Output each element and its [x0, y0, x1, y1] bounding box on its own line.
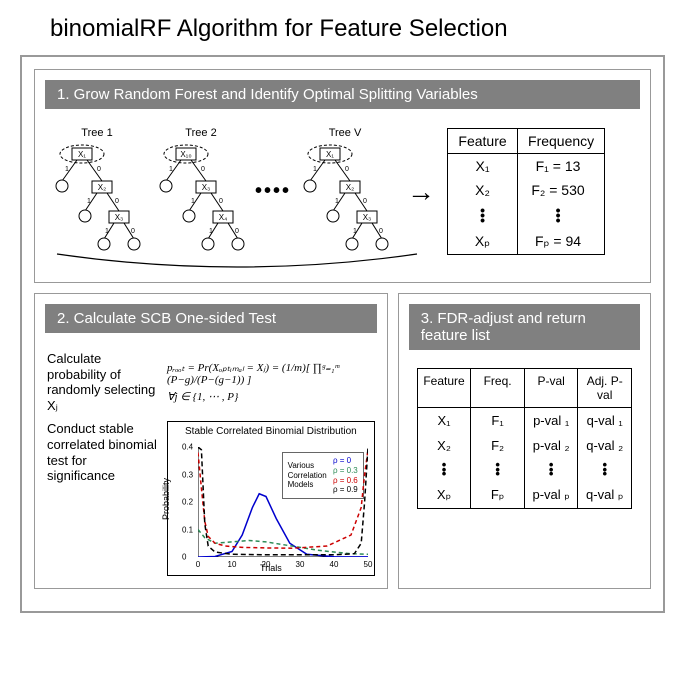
svg-text:1: 1 [313, 166, 317, 173]
panel-2-header: 2. Calculate SCB One-sided Test [45, 304, 377, 333]
ytick: 0.2 [182, 498, 193, 507]
table-cell: Xₚ [448, 229, 518, 254]
svg-text:X₁: X₁ [326, 150, 334, 159]
table-cell: X₁ [448, 154, 518, 178]
svg-text:X₃: X₃ [363, 213, 372, 222]
vdots-icon: ••• [578, 458, 631, 482]
tree: Tree 1 X₁ 1 0 X₂ 1 0 X₃ 1 0 [47, 127, 147, 256]
feature-freq-table: Feature Frequency X₁ F₁ = 13 X₂ F₂ = 530… [447, 128, 605, 255]
scb-chart: Stable Correlated Binomial Distribution … [167, 421, 375, 576]
vdots-icon: ••• [518, 202, 598, 229]
xtick: 10 [228, 560, 237, 569]
svg-text:1: 1 [169, 166, 173, 173]
table-header: Frequency [518, 129, 604, 153]
svg-text:0: 0 [131, 228, 135, 235]
panel-1: 1. Grow Random Forest and Identify Optim… [34, 69, 651, 283]
vdots-icon: ••• [471, 458, 525, 482]
table-cell: q-val ₚ [578, 482, 631, 508]
table-header: P-val [525, 369, 579, 407]
svg-text:0: 0 [97, 166, 101, 173]
table-cell: F₁ = 13 [518, 154, 598, 178]
xtick: 0 [196, 560, 200, 569]
table-cell: Fₚ = 94 [518, 229, 598, 254]
panel-2-text-1: Calculate probability of randomly select… [47, 351, 157, 413]
table-header: Feature [418, 369, 472, 407]
svg-text:1: 1 [353, 228, 357, 235]
vdots-icon: ••• [525, 458, 579, 482]
chart-title: Stable Correlated Binomial Distribution [168, 426, 374, 437]
svg-text:0: 0 [115, 198, 119, 205]
arrow-icon: → [407, 176, 435, 208]
svg-text:X₂: X₂ [98, 183, 106, 192]
table-header: Feature [448, 129, 518, 153]
table-header: Freq. [471, 369, 525, 407]
ytick: 0.4 [182, 443, 193, 452]
table-cell: p-val ₂ [525, 433, 579, 458]
table-cell: Xₚ [418, 482, 472, 508]
table-cell: X₂ [448, 178, 518, 202]
table-cell: p-val ₁ [525, 408, 579, 433]
svg-text:1: 1 [335, 198, 339, 205]
svg-text:X₃: X₃ [115, 213, 124, 222]
svg-text:0: 0 [219, 198, 223, 205]
panel-1-header: 1. Grow Random Forest and Identify Optim… [45, 80, 640, 109]
svg-text:0: 0 [363, 198, 367, 205]
svg-text:X₃: X₃ [202, 183, 211, 192]
xtick: 50 [364, 560, 373, 569]
table-cell: Fₚ [471, 482, 525, 508]
tree-label: Tree 2 [185, 127, 216, 139]
page-title: binomialRF Algorithm for Feature Selecti… [50, 15, 665, 43]
tree-label: Tree 1 [81, 127, 112, 139]
svg-text:1: 1 [191, 198, 195, 205]
dots-icon: •••• [255, 180, 291, 203]
tree: Tree 2 X₁₀ 1 0 X₃ 1 0 X₄ 1 0 [151, 127, 251, 256]
tree: Tree V X₁ 1 0 X₂ 1 0 X₃ 1 0 [295, 127, 395, 256]
svg-text:1: 1 [209, 228, 213, 235]
panel-3: 3. FDR-adjust and return feature list Fe… [398, 293, 651, 589]
svg-text:1: 1 [105, 228, 109, 235]
formula-1: pᵣₒₒₜ = Pr(Xₒₚₜᵢₘₐₗ = Xⱼ) = (1/m)[ ∏ᵍ₌₁ᵐ… [167, 361, 375, 386]
tree-label: Tree V [329, 127, 362, 139]
vdots-icon: ••• [448, 202, 518, 229]
ytick: 0 [182, 553, 186, 562]
table-cell: X₁ [418, 408, 472, 433]
formula-2: ∀j ∈ {1, ⋯ , P} [167, 390, 375, 403]
svg-text:0: 0 [345, 166, 349, 173]
svg-text:X₁₀: X₁₀ [180, 150, 191, 159]
xtick: 20 [262, 560, 271, 569]
table-cell: X₂ [418, 433, 472, 458]
table-cell: F₁ [471, 408, 525, 433]
table-cell: p-val ₚ [525, 482, 579, 508]
fdr-table: FeatureFreq.P-valAdj. P-val X₁F₁p-val ₁q… [417, 368, 632, 509]
table-header: Adj. P-val [578, 369, 631, 407]
svg-text:0: 0 [379, 228, 383, 235]
panel-3-header: 3. FDR-adjust and return feature list [409, 304, 640, 350]
table-cell: q-val ₁ [578, 408, 631, 433]
table-cell: F₂ = 530 [518, 178, 598, 202]
panel-2-text-2: Conduct stable correlated binomial test … [47, 421, 157, 483]
vdots-icon: ••• [418, 458, 472, 482]
panel-2: 2. Calculate SCB One-sided Test Calculat… [34, 293, 388, 589]
xtick: 30 [296, 560, 305, 569]
chart-ylabel: Probability [161, 478, 171, 520]
svg-text:0: 0 [201, 166, 205, 173]
table-cell: F₂ [471, 433, 525, 458]
outer-container: 1. Grow Random Forest and Identify Optim… [20, 55, 665, 613]
xtick: 40 [330, 560, 339, 569]
svg-text:X₂: X₂ [346, 183, 354, 192]
ytick: 0.3 [182, 470, 193, 479]
svg-text:X₄: X₄ [219, 213, 228, 222]
ytick: 0.1 [182, 525, 193, 534]
svg-text:1: 1 [87, 198, 91, 205]
table-cell: q-val ₂ [578, 433, 631, 458]
svg-text:1: 1 [65, 166, 69, 173]
svg-text:0: 0 [235, 228, 239, 235]
svg-text:X₁: X₁ [78, 150, 86, 159]
